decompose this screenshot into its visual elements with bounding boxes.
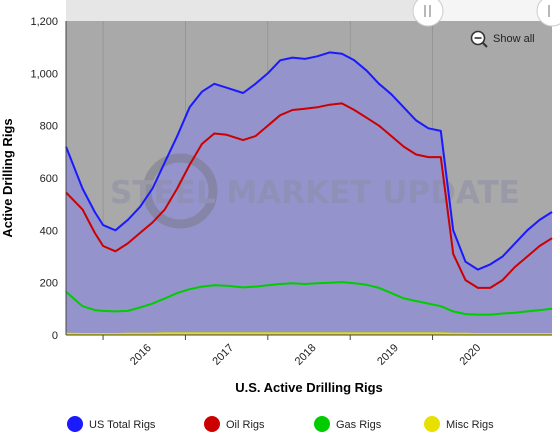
y-tick-label: 400: [40, 225, 58, 237]
watermark: STEEL MARKET UPDATE: [110, 153, 520, 229]
series-areas: [66, 52, 552, 336]
legend-label-gas-rigs: Gas Rigs: [336, 419, 382, 431]
legend-item-misc-rigs[interactable]: Misc Rigs: [424, 416, 494, 432]
x-tick-label: 2017: [210, 342, 236, 368]
legend-item-gas-rigs[interactable]: Gas Rigs: [314, 416, 382, 432]
line-gas-rigs: [65, 281, 553, 316]
legend-swatch-misc-rigs: [424, 416, 440, 432]
x-tick-label: 2018: [293, 342, 319, 368]
watermark-text: STEEL MARKET UPDATE: [110, 175, 520, 211]
y-tick-label: 0: [52, 330, 58, 342]
range-handle-left[interactable]: [412, 0, 444, 27]
zoom-out-icon-handle: [482, 42, 488, 48]
line-oil-rigs: [65, 102, 553, 289]
y-tick-label: 1,200: [30, 16, 58, 28]
line-us-total-rigs: [65, 51, 553, 271]
y-tick-label: 200: [40, 278, 58, 290]
y-axis-ticks: 0 200 400 600 800 1,000 1,200: [30, 16, 58, 342]
legend-swatch-gas-rigs: [314, 416, 330, 432]
area-us-total-rigs: [66, 52, 552, 336]
watermark-logo-ring: [142, 153, 218, 229]
legend-swatch-us-total-rigs: [67, 416, 83, 432]
x-tick-label: 2020: [458, 342, 484, 368]
x-axis-label: U.S. Active Drilling Rigs: [235, 380, 383, 395]
x-axis-ticks: 2016 2017 2018 2019 2020: [102, 335, 484, 368]
line-misc-rigs: [65, 332, 552, 335]
legend: US Total Rigs Oil Rigs Gas Rigs Misc Rigs: [67, 416, 494, 432]
y-tick-label: 600: [40, 173, 58, 185]
range-handle-right[interactable]: [536, 0, 560, 27]
show-all-button[interactable]: Show all: [470, 30, 535, 48]
legend-label-oil-rigs: Oil Rigs: [226, 419, 265, 431]
x-tick-label: 2016: [128, 342, 154, 368]
show-all-label: Show all: [493, 33, 535, 45]
y-axis-label: Active Drilling Rigs: [0, 118, 15, 237]
x-tick-label: 2019: [375, 342, 401, 368]
legend-item-oil-rigs[interactable]: Oil Rigs: [204, 416, 265, 432]
legend-swatch-oil-rigs: [204, 416, 220, 432]
range-navigator-selected[interactable]: [428, 0, 552, 21]
legend-label-misc-rigs: Misc Rigs: [446, 419, 494, 431]
legend-label-us-total-rigs: US Total Rigs: [89, 419, 156, 431]
y-tick-label: 800: [40, 121, 58, 133]
legend-item-us-total-rigs[interactable]: US Total Rigs: [67, 416, 156, 432]
series-lines: [65, 51, 553, 335]
y-tick-label: 1,000: [30, 68, 58, 80]
